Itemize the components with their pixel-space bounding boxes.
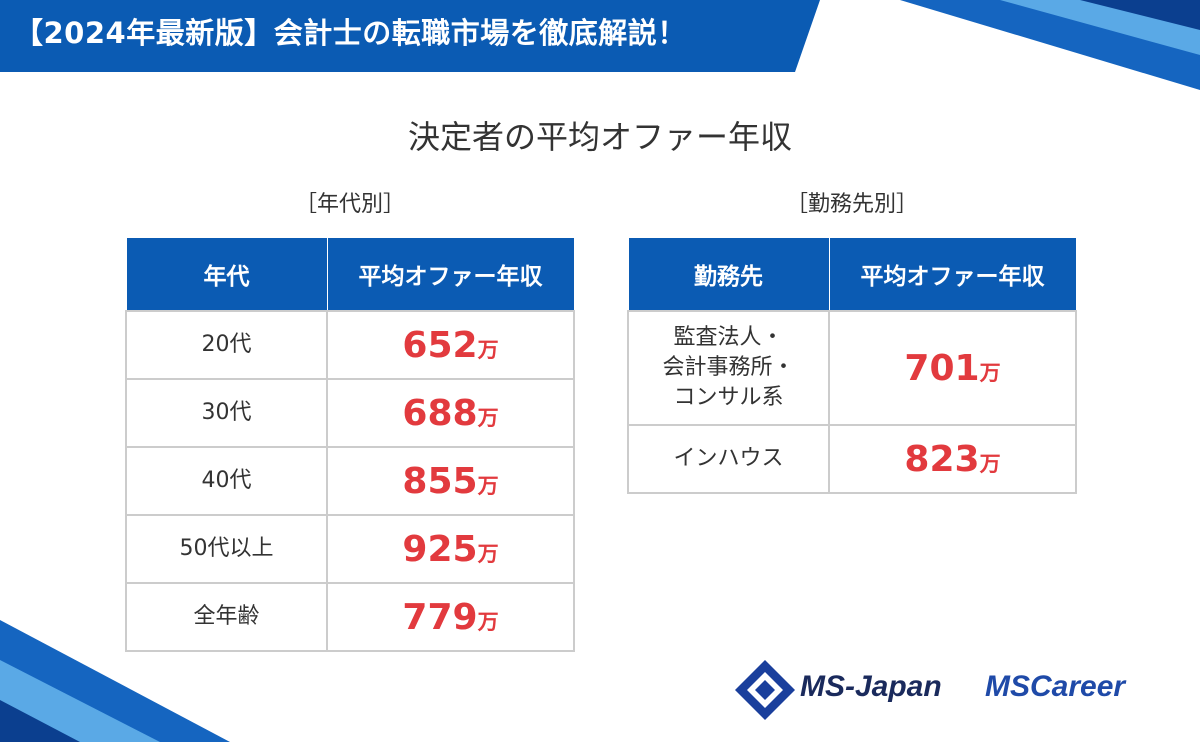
value: 855 bbox=[402, 460, 478, 502]
corner-stripe bbox=[1080, 0, 1200, 30]
row: 20代 652万 bbox=[125, 310, 575, 380]
banner-title: 【2024年最新版】会計士の転職市場を徹底解説！ bbox=[14, 16, 687, 50]
unit: 万 bbox=[477, 541, 499, 566]
main-title: 決定者の平均オファー年収 bbox=[407, 118, 792, 156]
row-label: 監査法人・ 会計事務所・ コンサル系 bbox=[627, 310, 830, 426]
value-cell: 652万 bbox=[326, 310, 575, 380]
unit: 万 bbox=[979, 451, 1001, 476]
value-cell: 925万 bbox=[326, 514, 575, 584]
unit: 万 bbox=[979, 360, 1001, 385]
logo-text: MSCareer bbox=[985, 670, 1126, 703]
header-cell: 平均オファー年収 bbox=[326, 237, 575, 312]
value: 701 bbox=[904, 347, 980, 389]
unit: 万 bbox=[477, 473, 499, 498]
row: 監査法人・ 会計事務所・ コンサル系 701万 bbox=[627, 310, 1077, 426]
row: 30代 688万 bbox=[125, 378, 575, 448]
value: 823 bbox=[904, 438, 980, 480]
value-cell: 688万 bbox=[326, 378, 575, 448]
value-cell: 823万 bbox=[828, 424, 1077, 494]
row-label: 全年齢 bbox=[125, 582, 328, 652]
logo-text: MS-Japan bbox=[800, 670, 942, 703]
table: 勤務先 平均オファー年収 監査法人・ 会計事務所・ コンサル系 701万 インハウス 82… bbox=[627, 237, 1077, 494]
table-caption: ［勤務先別］ bbox=[785, 192, 918, 217]
corner-stripe bbox=[0, 700, 80, 742]
value: 652 bbox=[402, 324, 478, 366]
banner bbox=[0, 0, 820, 72]
row-label: インハウス bbox=[627, 424, 830, 494]
unit: 万 bbox=[477, 405, 499, 430]
header-row: 年代 平均オファー年収 bbox=[125, 237, 575, 312]
header-cell: 平均オファー年収 bbox=[828, 237, 1077, 312]
value: 779 bbox=[402, 596, 478, 638]
row: 全年齢 779万 bbox=[125, 582, 575, 652]
value-cell: 701万 bbox=[828, 310, 1077, 426]
value: 925 bbox=[402, 528, 478, 570]
row-label: 40代 bbox=[125, 446, 328, 516]
value: 688 bbox=[402, 392, 478, 434]
logo-icon bbox=[735, 660, 795, 720]
header-cell: 勤務先 bbox=[627, 237, 830, 312]
unit: 万 bbox=[477, 609, 499, 634]
unit: 万 bbox=[477, 337, 499, 362]
row-label: 50代以上 bbox=[125, 514, 328, 584]
header-cell: 年代 bbox=[125, 237, 328, 312]
value-cell: 855万 bbox=[326, 446, 575, 516]
table-caption: ［年代別］ bbox=[294, 192, 405, 217]
header-row: 勤務先 平均オファー年収 bbox=[627, 237, 1077, 312]
row-label: 20代 bbox=[125, 310, 328, 380]
row: 50代以上 925万 bbox=[125, 514, 575, 584]
row: 40代 855万 bbox=[125, 446, 575, 516]
value-cell: 779万 bbox=[326, 582, 575, 652]
row-label: 30代 bbox=[125, 378, 328, 448]
table: 年代 平均オファー年収 20代 652万 30代 688万 40代 855万 50代以上 925万… bbox=[125, 237, 575, 652]
row: インハウス 823万 bbox=[627, 424, 1077, 494]
